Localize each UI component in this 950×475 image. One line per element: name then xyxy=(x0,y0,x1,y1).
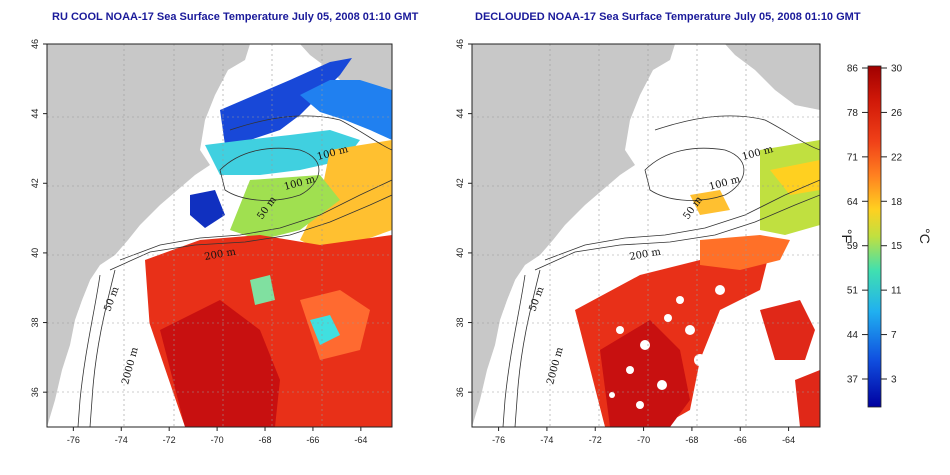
land-area xyxy=(725,44,820,110)
x-tick-label: -76 xyxy=(67,435,80,445)
map-frame xyxy=(46,43,393,428)
fahrenheit-tick-label: 37 xyxy=(847,375,859,386)
celsius-tick-label: 15 xyxy=(891,241,903,252)
colorbar-gradient xyxy=(867,65,882,408)
fahrenheit-tick-label: 64 xyxy=(847,197,859,208)
x-tick-label: -64 xyxy=(354,435,367,445)
celsius-tick-label: 22 xyxy=(891,152,903,163)
bathymetry-contours xyxy=(77,115,392,427)
hot-water xyxy=(160,300,280,427)
x-tick-label: -70 xyxy=(211,435,224,445)
panel-title-raw: RU COOL NOAA-17 Sea Surface Temperature … xyxy=(52,11,419,23)
land-area xyxy=(365,44,392,75)
x-tick-label: -68 xyxy=(685,435,698,445)
hot-water xyxy=(600,320,690,427)
celsius-tick-label: 26 xyxy=(891,108,903,119)
colorbar: 86 30 78 26 71 22 64 18 59 15 51 11 44 7 37 3 °F °C xyxy=(839,64,933,408)
cold-water xyxy=(190,190,225,228)
y-tick-label: 46 xyxy=(455,39,465,49)
y-tick-label: 40 xyxy=(455,248,465,258)
celsius-tick-label: 7 xyxy=(891,330,897,341)
celsius-tick-label: 30 xyxy=(891,64,903,75)
y-tick-label: 38 xyxy=(30,318,40,328)
axis-ticks: -76 -74 -72 -70 -68 -66 -64 46 44 42 40 38 36 xyxy=(455,39,795,445)
bathymetry-contours xyxy=(502,115,820,427)
warm-water xyxy=(795,370,820,427)
x-tick-label: -66 xyxy=(306,435,319,445)
y-tick-label: 36 xyxy=(30,387,40,397)
land-area xyxy=(47,44,250,427)
warm-water xyxy=(700,235,790,270)
y-tick-label: 38 xyxy=(455,318,465,328)
raw-sst-map: 100 m 100 m 50 m 200 m 50 m 2000 m -76 -7… xyxy=(30,39,393,445)
fahrenheit-tick-label: 44 xyxy=(847,330,859,341)
panel-title-declouded: DECLOUDED NOAA-17 Sea Surface Temperatur… xyxy=(475,11,861,23)
map-grid xyxy=(47,44,392,427)
x-tick-label: -76 xyxy=(492,435,505,445)
cool-water xyxy=(310,315,340,345)
warm-water xyxy=(760,300,815,360)
celsius-tick-label: 3 xyxy=(891,375,897,386)
y-tick-label: 42 xyxy=(30,178,40,188)
cool-water xyxy=(205,130,360,175)
cold-water xyxy=(300,80,392,140)
fahrenheit-tick-label: 71 xyxy=(847,152,859,163)
land-area xyxy=(47,280,90,427)
x-tick-label: -70 xyxy=(637,435,650,445)
axis-ticks: -76 -74 -72 -70 -68 -66 -64 46 44 42 40 38 36 xyxy=(30,39,367,445)
mid-water xyxy=(230,175,340,240)
celsius-unit-label: °C xyxy=(917,228,933,244)
x-tick-label: -72 xyxy=(163,435,176,445)
land-area xyxy=(472,44,675,427)
fahrenheit-unit-label: °F xyxy=(839,229,855,243)
fahrenheit-tick-label: 59 xyxy=(847,241,859,252)
x-tick-label: -74 xyxy=(115,435,128,445)
y-tick-label: 40 xyxy=(30,248,40,258)
x-tick-label: -74 xyxy=(540,435,553,445)
y-tick-label: 46 xyxy=(30,39,40,49)
fahrenheit-tick-label: 51 xyxy=(847,286,859,297)
celsius-tick-label: 18 xyxy=(891,197,903,208)
colorbar-ticks: 86 30 78 26 71 22 64 18 59 15 51 11 44 7 37 3 xyxy=(847,64,903,386)
fahrenheit-tick-label: 78 xyxy=(847,108,859,119)
x-tick-label: -72 xyxy=(589,435,602,445)
y-tick-label: 44 xyxy=(455,109,465,119)
y-tick-label: 42 xyxy=(455,178,465,188)
declouded-sst-map: 100 m 100 m 50 m 200 m 50 m 2000 m -76 -7… xyxy=(455,39,821,445)
y-tick-label: 36 xyxy=(455,387,465,397)
x-tick-label: -66 xyxy=(734,435,747,445)
cool-water xyxy=(250,275,275,305)
celsius-tick-label: 11 xyxy=(891,286,902,297)
map-grid xyxy=(472,44,820,427)
x-tick-label: -68 xyxy=(259,435,272,445)
map-frame xyxy=(471,43,821,428)
x-tick-label: -64 xyxy=(782,435,795,445)
fahrenheit-tick-label: 86 xyxy=(847,64,859,75)
mid-water xyxy=(300,140,392,250)
y-tick-label: 44 xyxy=(30,109,40,119)
land-area xyxy=(472,280,515,427)
